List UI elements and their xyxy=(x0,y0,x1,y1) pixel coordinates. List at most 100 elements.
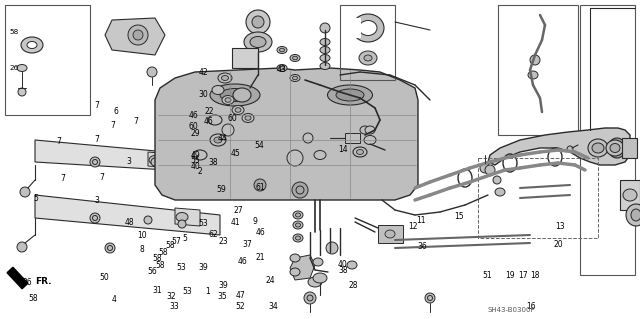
Text: 2: 2 xyxy=(197,167,202,176)
Circle shape xyxy=(292,182,308,198)
Text: 12: 12 xyxy=(408,222,418,231)
Text: 7: 7 xyxy=(133,117,138,126)
Circle shape xyxy=(303,263,313,273)
Ellipse shape xyxy=(280,66,285,70)
Polygon shape xyxy=(148,152,170,168)
Ellipse shape xyxy=(21,37,43,53)
Ellipse shape xyxy=(313,258,323,266)
Text: 40: 40 xyxy=(338,260,348,269)
Ellipse shape xyxy=(495,188,505,196)
Ellipse shape xyxy=(233,88,251,102)
Ellipse shape xyxy=(277,47,287,54)
Text: 58: 58 xyxy=(155,261,164,270)
Text: 39: 39 xyxy=(219,281,228,290)
Ellipse shape xyxy=(277,64,287,71)
Polygon shape xyxy=(35,140,200,172)
Ellipse shape xyxy=(360,126,370,134)
Text: 28: 28 xyxy=(349,281,358,290)
Circle shape xyxy=(90,157,100,167)
Ellipse shape xyxy=(320,47,330,54)
Text: 30: 30 xyxy=(198,90,208,99)
Text: 37: 37 xyxy=(242,241,252,249)
Ellipse shape xyxy=(314,151,326,160)
Text: 8: 8 xyxy=(140,245,144,254)
Text: 53: 53 xyxy=(198,219,208,228)
Ellipse shape xyxy=(293,211,303,219)
Ellipse shape xyxy=(385,230,395,238)
Text: 39: 39 xyxy=(198,263,208,272)
Ellipse shape xyxy=(290,75,300,81)
Circle shape xyxy=(567,146,573,152)
Text: 5: 5 xyxy=(33,194,38,203)
Text: 27: 27 xyxy=(234,206,243,215)
Text: 19: 19 xyxy=(506,271,515,280)
Ellipse shape xyxy=(328,85,372,105)
Text: 32: 32 xyxy=(166,292,176,301)
Text: 23: 23 xyxy=(219,237,228,246)
Bar xyxy=(580,5,635,275)
Text: 46: 46 xyxy=(238,257,248,266)
Circle shape xyxy=(105,243,115,253)
Text: 60: 60 xyxy=(189,122,198,131)
Ellipse shape xyxy=(308,277,322,287)
Text: 47: 47 xyxy=(236,291,245,300)
Ellipse shape xyxy=(149,155,161,165)
Ellipse shape xyxy=(592,143,604,153)
Text: 38: 38 xyxy=(208,158,218,167)
Text: 14: 14 xyxy=(338,145,348,154)
Text: 48: 48 xyxy=(125,218,134,227)
Ellipse shape xyxy=(610,144,620,152)
Text: 9: 9 xyxy=(253,217,258,226)
Text: 33: 33 xyxy=(170,302,179,311)
Text: 21: 21 xyxy=(256,253,266,262)
Text: 58: 58 xyxy=(152,254,162,263)
FancyArrow shape xyxy=(7,267,28,289)
Ellipse shape xyxy=(250,36,266,48)
Text: 5: 5 xyxy=(182,234,188,243)
Ellipse shape xyxy=(290,254,300,262)
Circle shape xyxy=(133,30,143,40)
Ellipse shape xyxy=(626,204,640,226)
Text: 49: 49 xyxy=(191,151,200,160)
Text: 38: 38 xyxy=(338,266,348,275)
Ellipse shape xyxy=(17,64,27,71)
Text: 46: 46 xyxy=(189,111,198,120)
Text: 41: 41 xyxy=(230,218,240,227)
Circle shape xyxy=(485,165,495,175)
Ellipse shape xyxy=(290,55,300,62)
Text: 51: 51 xyxy=(483,271,492,280)
Text: 26: 26 xyxy=(9,65,19,71)
Bar xyxy=(345,133,360,143)
Text: 52: 52 xyxy=(236,302,245,311)
Ellipse shape xyxy=(623,189,637,201)
Circle shape xyxy=(17,242,27,252)
Ellipse shape xyxy=(208,115,222,125)
Bar xyxy=(498,5,578,135)
Ellipse shape xyxy=(320,55,330,62)
Bar xyxy=(5,5,90,115)
Circle shape xyxy=(425,293,435,303)
Text: 26: 26 xyxy=(22,278,32,287)
Circle shape xyxy=(222,124,234,136)
Text: 17: 17 xyxy=(518,271,528,280)
Ellipse shape xyxy=(232,106,244,115)
Circle shape xyxy=(320,23,330,33)
Text: 31: 31 xyxy=(152,286,162,295)
Circle shape xyxy=(480,163,490,173)
Ellipse shape xyxy=(218,73,232,83)
Ellipse shape xyxy=(210,84,260,106)
Ellipse shape xyxy=(364,136,376,145)
Circle shape xyxy=(254,179,266,191)
Text: 50: 50 xyxy=(99,273,109,282)
Ellipse shape xyxy=(244,32,272,52)
Ellipse shape xyxy=(280,48,285,52)
Ellipse shape xyxy=(242,114,254,122)
Ellipse shape xyxy=(359,51,377,65)
Ellipse shape xyxy=(528,71,538,79)
Bar xyxy=(378,225,403,243)
Text: 56: 56 xyxy=(147,267,157,276)
Text: 18: 18 xyxy=(530,271,540,280)
Polygon shape xyxy=(105,18,165,55)
Text: 44: 44 xyxy=(218,134,227,143)
Text: 35: 35 xyxy=(218,292,227,301)
